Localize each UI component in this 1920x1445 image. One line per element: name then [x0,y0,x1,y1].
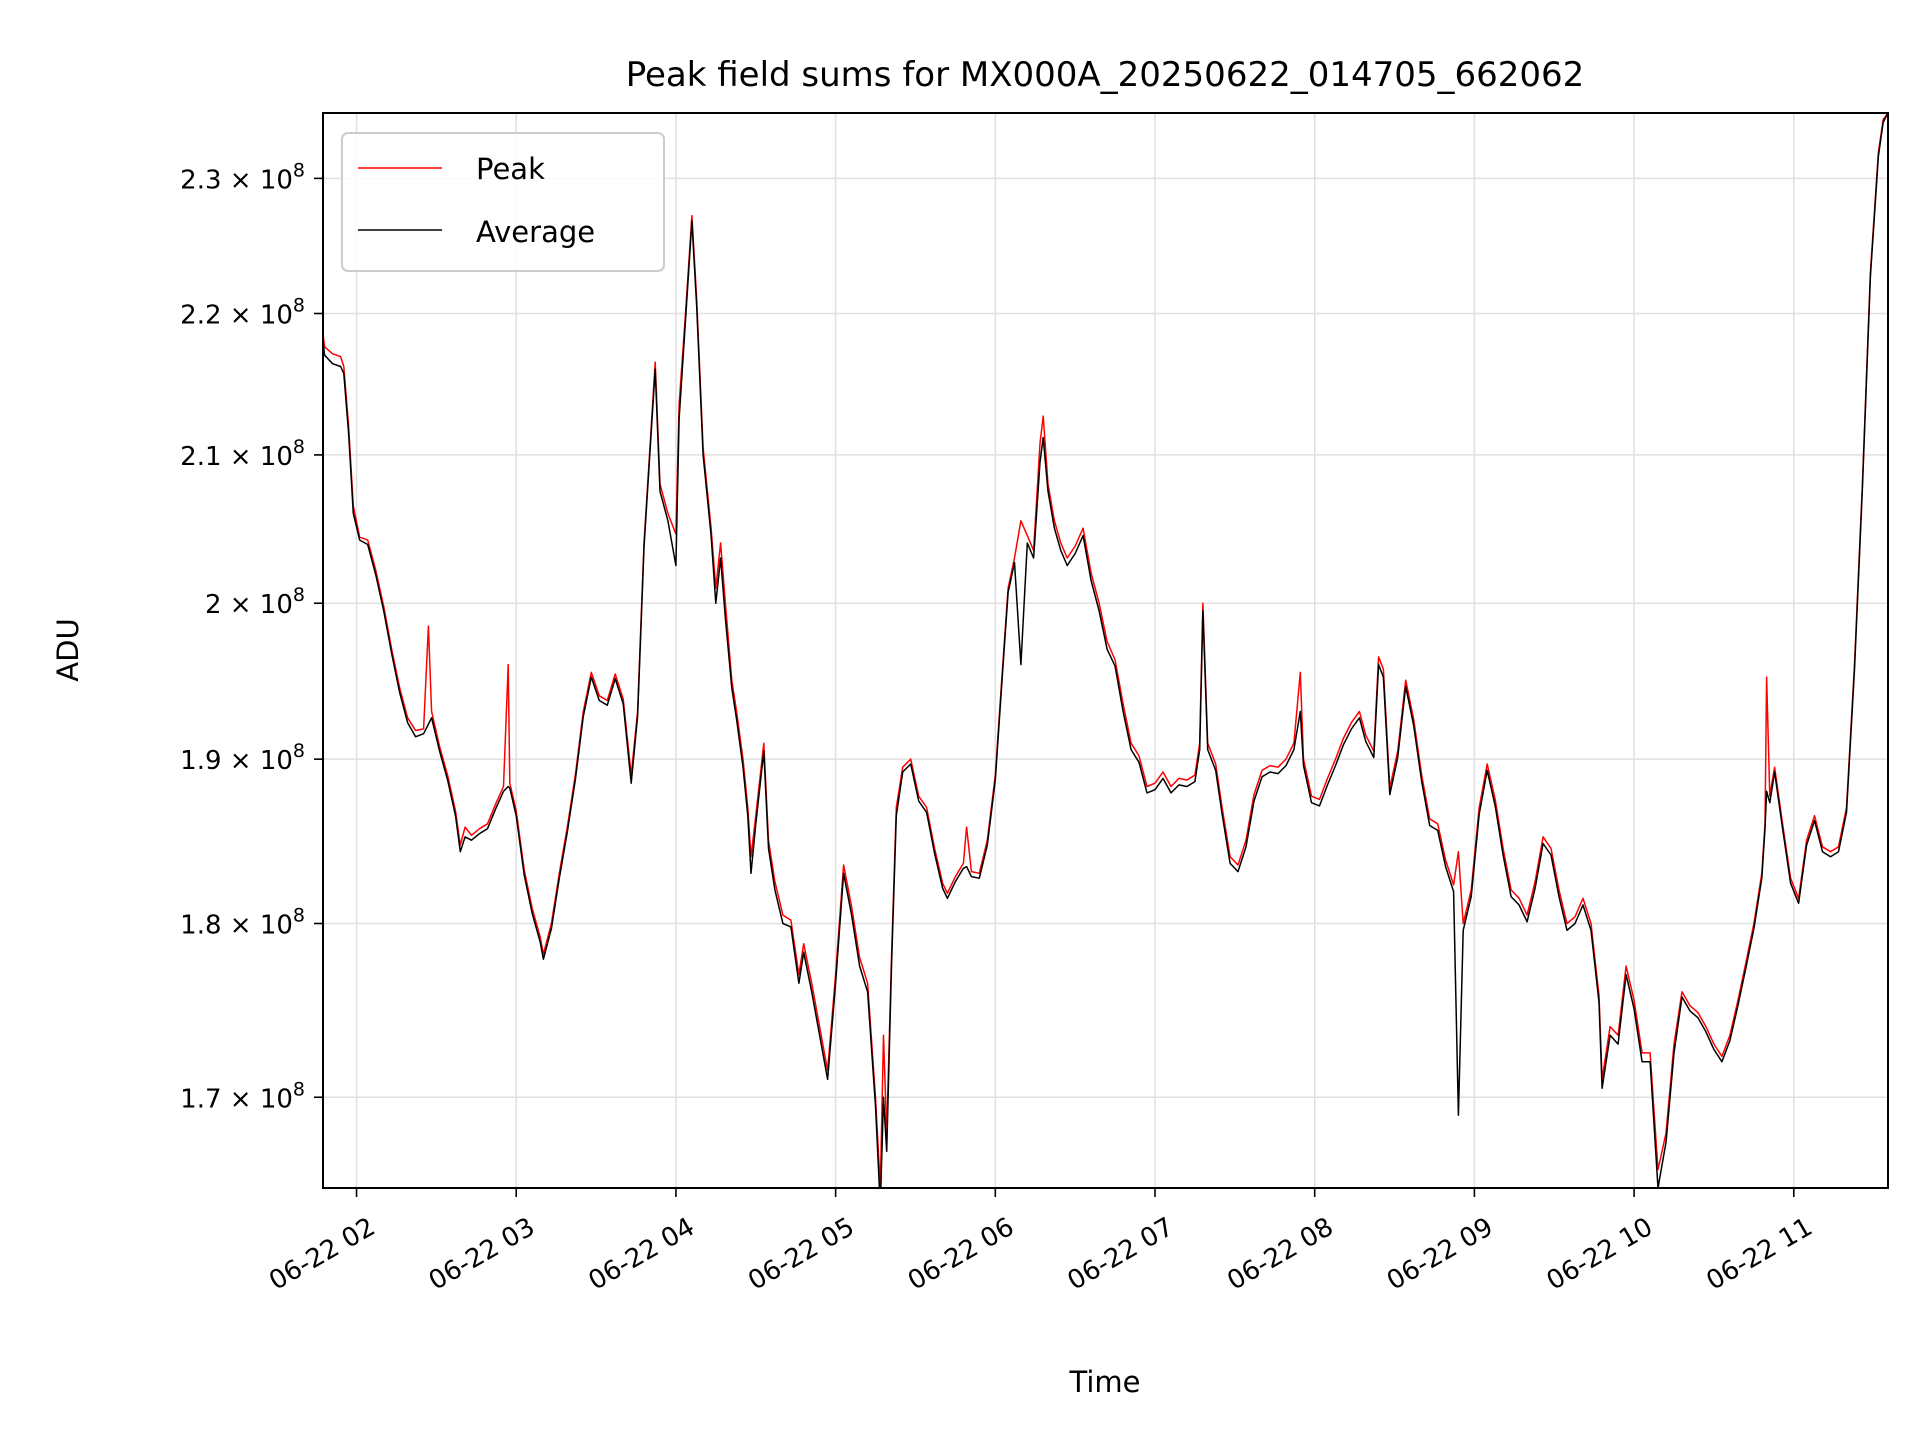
y-tick-label: 2.3 × 108 [180,159,305,195]
legend-peak-label: Peak [476,152,545,186]
y-tick-exponent: 8 [293,436,305,458]
chart-title: Peak field sums for MX000A_20250622_0147… [626,55,1585,95]
y-tick-mantissa: 1.9 × 10 [180,746,293,776]
plot-frame [322,112,1889,1189]
y-tick-exponent: 8 [293,1078,305,1100]
y-tick-exponent: 8 [293,159,305,181]
y-tick-exponent: 8 [293,905,305,927]
legend: Peak Average [341,132,665,272]
y-tick-mantissa: 2.2 × 10 [180,300,293,330]
y-tick-label: 2.2 × 108 [180,294,305,330]
y-tick-mantissa: 1.8 × 10 [180,911,293,941]
y-tick-mantissa: 2 × 10 [205,590,293,620]
y-tick-mantissa: 1.7 × 10 [180,1084,293,1114]
series-line-average [323,113,1888,1188]
y-tick-exponent: 8 [293,294,305,316]
x-axis-label: Time [1069,1365,1141,1399]
y-tick-label: 2.1 × 108 [180,436,305,472]
y-tick-label: 1.8 × 108 [180,905,305,941]
y-tick-label: 1.9 × 108 [180,740,305,776]
y-tick-label: 1.7 × 108 [180,1078,305,1114]
y-tick-mantissa: 2.3 × 10 [180,165,293,195]
y-tick-label: 2 × 108 [205,584,305,620]
y-tick-exponent: 8 [293,584,305,606]
legend-average-label: Average [476,215,595,249]
series-layer [323,113,1888,1188]
y-tick-exponent: 8 [293,740,305,762]
grid [323,113,1888,1188]
y-tick-mantissa: 2.1 × 10 [180,442,293,472]
y-axis-label: ADU [51,618,85,681]
